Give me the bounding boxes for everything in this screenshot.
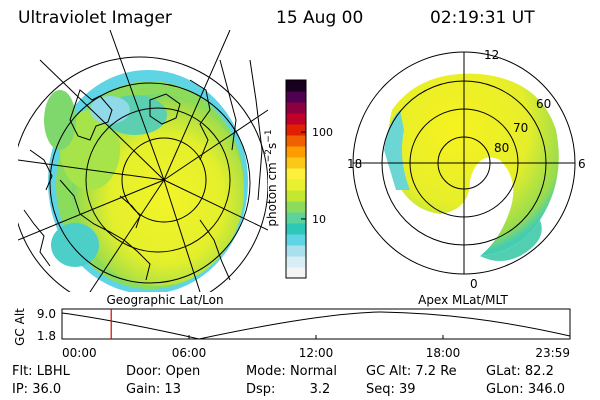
colorbar-segment (286, 179, 306, 191)
footer-seq: Seq: 39 (366, 382, 416, 397)
colorbar-frame (285, 79, 307, 279)
mlat-label-60: 60 (536, 97, 551, 111)
alt-xtick-label: 18:00 (426, 346, 461, 360)
colorbar-segment (286, 168, 306, 180)
header-date: 15 Aug 00 (276, 8, 364, 28)
altitude-plot-frame (61, 308, 571, 340)
geographic-caption: Geographic Lat/Lon (106, 293, 223, 307)
mlt-label-0: 0 (470, 277, 478, 291)
apex-caption: Apex MLat/MLT (418, 293, 508, 307)
footer-dsp: Dsp: 3.2 (246, 382, 331, 397)
colorbar-segment (286, 212, 306, 224)
mlat-label-70: 70 (513, 121, 528, 135)
colorbar-segment (286, 256, 306, 268)
colorbar-segment (286, 234, 306, 246)
footer-door: Door: Open (126, 364, 201, 379)
alt-xtick-label: 12:00 (299, 346, 334, 360)
alt-xtick-label: 23:59 (535, 346, 570, 360)
apex-grid (352, 51, 576, 275)
apex-image (384, 73, 559, 261)
footer-glon: GLon: 346.0 (486, 382, 566, 397)
colorbar-segment (286, 190, 306, 202)
alt-ytick-9: 9.0 (37, 307, 56, 321)
colorbar-segment (286, 113, 306, 125)
colorbar-tick-label: 100 (312, 126, 333, 139)
colorbar-segment (286, 91, 306, 103)
footer-glat: GLat: 82.2 (486, 364, 554, 379)
alt-xtick-label: 06:00 (172, 346, 207, 360)
colorbar-unit-label: photon cm−2s−1 (264, 129, 279, 226)
colorbar-segment (286, 245, 306, 257)
colorbar-segment (286, 102, 306, 114)
footer-gain: Gain: 13 (126, 382, 181, 397)
page-title: Ultraviolet Imager (18, 8, 172, 28)
mlt-label-6: 6 (578, 157, 586, 171)
colorbar: 100 10 photon cm−2s−1 (264, 79, 333, 279)
alt-xtick-label: 00:00 (62, 346, 97, 360)
colorbar-segment (286, 80, 306, 92)
colorbar-segment (286, 267, 306, 279)
altitude-plot: 9.0 1.8 GC Alt 00:00 06:00 12:00 18:00 23:59 (13, 307, 571, 360)
apex-labels: 12 18 6 0 60 70 80 (347, 48, 586, 291)
colorbar-segment (286, 201, 306, 213)
footer-gc-alt: GC Alt: 7.2 Re (366, 364, 457, 379)
header-time: 02:19:31 UT (430, 8, 535, 28)
geographic-grid (18, 30, 268, 292)
footer-flt: Flt: LBHL (12, 364, 70, 379)
mlat-label-80: 80 (494, 141, 509, 155)
colorbar-segment (286, 146, 306, 158)
footer-mode: Mode: Normal (246, 364, 337, 379)
colorbar-segment (286, 135, 306, 147)
colorbar-segment (286, 124, 306, 136)
colorbar-segment (286, 223, 306, 235)
colorbar-tick-label: 10 (312, 213, 326, 226)
mlt-label-18: 18 (347, 157, 362, 171)
alt-ytick-1.8: 1.8 (37, 329, 56, 343)
altitude-curve (61, 311, 571, 340)
mlt-label-12: 12 (484, 48, 499, 62)
alt-ylabel: GC Alt (13, 308, 27, 346)
colorbar-segment (286, 157, 306, 169)
footer-ip: IP: 36.0 (12, 382, 62, 397)
